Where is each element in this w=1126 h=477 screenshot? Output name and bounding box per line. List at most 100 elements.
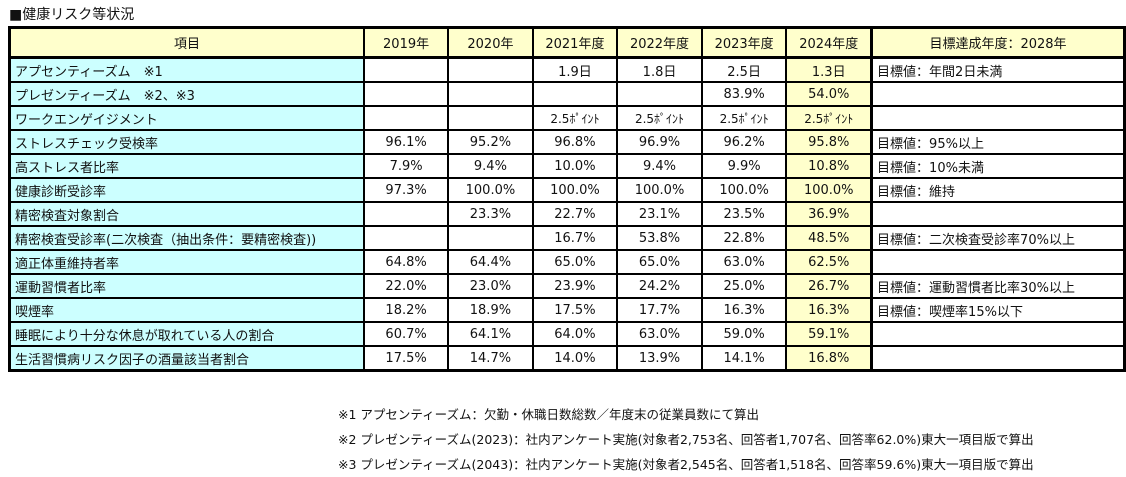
value-cell: 25.0% <box>700 273 788 299</box>
value-cell <box>447 81 534 107</box>
footnotes: ※1 アプセンティーズム：欠勤・休職日数総数／年度末の従業員数にて算出 ※2 プ… <box>338 402 1034 477</box>
column-header: 2019年 <box>362 26 450 59</box>
table-row: 睡眠により十分な休息が取れている人の割合 60.7% 64.1% 64.0% 63.0%… <box>8 321 1126 347</box>
value-cell: 14.7% <box>447 345 534 372</box>
value-cell: 26.7% <box>785 273 873 299</box>
goal-cell <box>870 201 1126 227</box>
value-cell: 59.0% <box>700 321 788 347</box>
value-cell: 95.8% <box>785 129 873 155</box>
value-cell: 95.2% <box>447 129 534 155</box>
goal-cell: 目標値：95%以上 <box>870 129 1126 155</box>
goal-cell <box>870 345 1126 372</box>
column-header: 2024年度 <box>785 26 873 59</box>
item-cell: 喫煙率 <box>8 297 365 323</box>
footnote-1: ※1 アプセンティーズム：欠勤・休職日数総数／年度末の従業員数にて算出 <box>338 407 760 422</box>
table-row: 適正体重維持者率 64.8% 64.4% 65.0% 65.0% 63.0% 62.5% <box>8 249 1126 275</box>
value-cell: 7.9% <box>362 153 450 179</box>
value-cell: 18.9% <box>447 297 534 323</box>
value-cell: 2.5ﾎﾟｲﾝﾄ <box>785 105 873 131</box>
value-cell: 65.0% <box>616 249 703 275</box>
value-cell: 1.8日 <box>616 56 703 83</box>
header-row: 項目 2019年 2020年 2021年度 2022年度 2023年度 2024年度 目標達成… <box>8 26 1126 59</box>
value-cell: 62.5% <box>785 249 873 275</box>
value-cell: 17.5% <box>531 297 619 323</box>
value-cell: 22.0% <box>362 273 450 299</box>
item-cell: 適正体重維持者率 <box>8 249 365 275</box>
value-cell <box>362 56 450 83</box>
table-row: 健康診断受診率 97.3% 100.0% 100.0% 100.0% 100.0% 100.… <box>8 177 1126 203</box>
value-cell <box>362 105 450 131</box>
value-cell: 97.3% <box>362 177 450 203</box>
value-cell: 100.0% <box>616 177 703 203</box>
value-cell: 64.4% <box>447 249 534 275</box>
table-row: 喫煙率 18.2% 18.9% 17.5% 17.7% 16.3% 16.3% 目標値：喫煙率… <box>8 297 1126 323</box>
value-cell: 64.0% <box>531 321 619 347</box>
goal-cell <box>870 81 1126 107</box>
table-row: 精密検査対象割合 23.3% 22.7% 23.1% 23.5% 36.9% <box>8 201 1126 227</box>
value-cell: 100.0% <box>531 177 619 203</box>
value-cell: 16.3% <box>785 297 873 323</box>
value-cell: 17.5% <box>362 345 450 372</box>
table-row: 生活習慣病リスク因子の酒量該当者割合 17.5% 14.7% 14.0% 13.9% 14… <box>8 345 1126 372</box>
value-cell: 23.1% <box>616 201 703 227</box>
value-cell: 9.9% <box>700 153 788 179</box>
value-cell: 64.1% <box>447 321 534 347</box>
value-cell: 96.9% <box>616 129 703 155</box>
table-row: 高ストレス者比率 7.9% 9.4% 10.0% 9.4% 9.9% 10.8% 目標値：10… <box>8 153 1126 179</box>
value-cell: 63.0% <box>700 249 788 275</box>
item-cell: 精密検査受診率(二次検査（抽出条件：要精密検査)) <box>8 225 365 251</box>
value-cell: 2.5日 <box>700 56 788 83</box>
value-cell: 16.8% <box>785 345 873 372</box>
value-cell: 100.0% <box>785 177 873 203</box>
value-cell <box>362 201 450 227</box>
column-header: 目標達成年度：2028年 <box>870 26 1126 59</box>
goal-cell <box>870 105 1126 131</box>
section-title: ■健康リスク等状況 <box>9 7 135 23</box>
value-cell <box>447 225 534 251</box>
item-cell: プレゼンティーズム ※2、※3 <box>8 81 365 107</box>
value-cell: 22.7% <box>531 201 619 227</box>
item-cell: 精密検査対象割合 <box>8 201 365 227</box>
goal-cell <box>870 321 1126 347</box>
value-cell: 22.8% <box>700 225 788 251</box>
goal-cell: 目標値：10%未満 <box>870 153 1126 179</box>
goal-cell: 目標値：維持 <box>870 177 1126 203</box>
table-row: 精密検査受診率(二次検査（抽出条件：要精密検査)) 16.7% 53.8% 22.8%… <box>8 225 1126 251</box>
value-cell: 23.9% <box>531 273 619 299</box>
value-cell: 100.0% <box>700 177 788 203</box>
value-cell: 18.2% <box>362 297 450 323</box>
value-cell: 23.5% <box>700 201 788 227</box>
value-cell: 1.9日 <box>531 56 619 83</box>
value-cell <box>447 105 534 131</box>
goal-cell: 目標値：運動習慣者比率30%以上 <box>870 273 1126 299</box>
column-header: 2022年度 <box>616 26 703 59</box>
value-cell: 10.8% <box>785 153 873 179</box>
health-risk-table: 項目 2019年 2020年 2021年度 2022年度 2023年度 2024年度 目標達成… <box>8 26 1126 372</box>
value-cell <box>447 56 534 83</box>
item-cell: ワークエンゲイジメント <box>8 105 365 131</box>
value-cell: 83.9% <box>700 81 788 107</box>
value-cell: 2.5ﾎﾟｲﾝﾄ <box>616 105 703 131</box>
column-header: 2021年度 <box>531 26 619 59</box>
value-cell <box>362 81 450 107</box>
value-cell: 53.8% <box>616 225 703 251</box>
item-cell: 健康診断受診率 <box>8 177 365 203</box>
goal-cell <box>870 249 1126 275</box>
value-cell: 60.7% <box>362 321 450 347</box>
value-cell: 10.0% <box>531 153 619 179</box>
item-cell: 生活習慣病リスク因子の酒量該当者割合 <box>8 345 365 372</box>
value-cell: 54.0% <box>785 81 873 107</box>
column-header: 項目 <box>8 26 365 59</box>
column-header: 2023年度 <box>700 26 788 59</box>
footnote-2: ※2 プレゼンティーズム(2023)：社内アンケート実施(対象者2,753名、回… <box>338 432 1034 447</box>
value-cell: 2.5ﾎﾟｲﾝﾄ <box>700 105 788 131</box>
value-cell: 23.3% <box>447 201 534 227</box>
goal-cell: 目標値：年間2日未満 <box>870 56 1126 83</box>
value-cell: 14.0% <box>531 345 619 372</box>
table-row: プレゼンティーズム ※2、※3 83.9% 54.0% <box>8 81 1126 107</box>
value-cell: 65.0% <box>531 249 619 275</box>
value-cell: 63.0% <box>616 321 703 347</box>
value-cell: 48.5% <box>785 225 873 251</box>
value-cell: 16.7% <box>531 225 619 251</box>
table-row: アプセンティーズム ※1 1.9日 1.8日 2.5日 1.3日 目標値：年間2日未満 <box>8 56 1126 83</box>
